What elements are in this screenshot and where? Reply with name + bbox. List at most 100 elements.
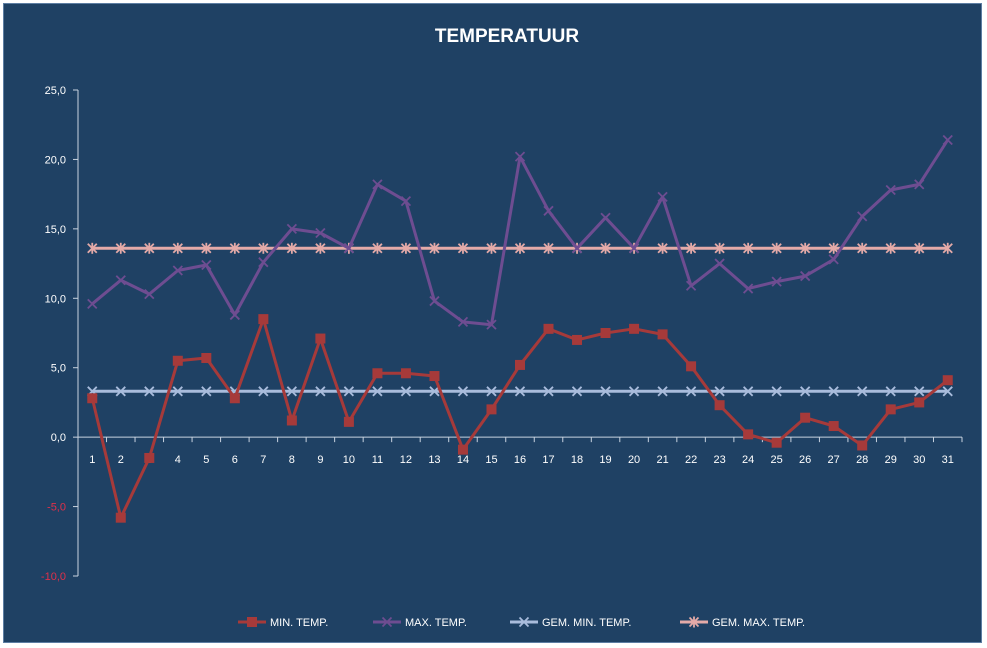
data-point (400, 386, 412, 397)
marker-stroke (514, 151, 526, 162)
marker-stroke (400, 386, 412, 397)
marker-stroke (628, 386, 640, 397)
y-tick-label: -5,0 (47, 502, 66, 514)
data-point (515, 359, 525, 370)
marker-stroke (429, 295, 440, 307)
legend-item: GEM. MAX. TEMP. (680, 616, 805, 629)
data-point (600, 328, 611, 338)
data-point (258, 242, 269, 254)
data-point (315, 386, 326, 397)
marker-stroke (942, 386, 953, 397)
marker-stroke (543, 386, 554, 397)
data-point (571, 243, 583, 254)
marker-stroke (885, 386, 896, 397)
x-tick-label: 13 (428, 454, 440, 466)
y-tick-label: 20,0 (45, 154, 66, 166)
data-point (543, 323, 554, 334)
marker-stroke (942, 134, 953, 146)
marker-stroke (258, 257, 269, 268)
y-tick-label: 5,0 (51, 363, 66, 375)
data-point (172, 355, 183, 366)
marker-stroke (628, 243, 640, 254)
marker-stroke (400, 195, 412, 207)
data-point (857, 211, 868, 222)
data-point (942, 375, 953, 386)
marker-stroke (685, 280, 697, 291)
x-tick-label: 26 (799, 454, 811, 466)
data-point (628, 243, 640, 254)
x-tick-label: 4 (175, 454, 181, 466)
data-point (800, 242, 811, 254)
data-point (828, 242, 839, 254)
marker-stroke (771, 276, 782, 287)
marker-stroke (914, 179, 925, 190)
x-tick-label: 14 (457, 454, 469, 466)
data-point (457, 242, 469, 254)
data-point (201, 386, 212, 397)
data-point (572, 334, 583, 345)
data-point (885, 242, 896, 254)
data-point (144, 288, 155, 300)
data-point (828, 421, 839, 432)
data-point (800, 386, 811, 397)
data-point (714, 258, 725, 269)
data-point (315, 333, 326, 344)
data-point (518, 616, 530, 628)
data-point (457, 444, 468, 455)
marker-stroke (201, 259, 212, 271)
chart-legend: MIN. TEMP. MAX. TEMP. GEM. MIN. TEMP. GEM. … (238, 616, 805, 629)
marker-stroke (457, 316, 469, 328)
data-point (828, 254, 839, 265)
data-point (942, 134, 953, 146)
data-point (372, 242, 383, 254)
x-tick-label: 30 (913, 454, 925, 466)
marker-stroke (286, 223, 298, 234)
marker-stroke (87, 298, 98, 309)
x-tick-label: 23 (713, 454, 725, 466)
x-tick-label: 6 (232, 454, 238, 466)
marker-stroke (885, 184, 896, 196)
data-point (286, 223, 298, 234)
legend-label: GEM. MIN. TEMP. (542, 617, 631, 629)
data-point (315, 242, 326, 254)
data-point (343, 243, 355, 254)
data-point (742, 386, 754, 397)
x-tick-label: 25 (771, 454, 783, 466)
data-point (686, 361, 697, 372)
data-point (657, 242, 668, 254)
legend-label: MAX. TEMP. (405, 617, 467, 629)
data-point (714, 400, 725, 411)
data-point (400, 195, 412, 207)
marker-stroke (600, 212, 611, 223)
marker-stroke (144, 386, 155, 397)
data-point (115, 512, 126, 523)
marker-stroke (343, 243, 355, 254)
legend-item: MAX. TEMP. (373, 616, 467, 629)
legend-item: GEM. MIN. TEMP. (510, 616, 631, 629)
data-point (229, 309, 240, 321)
x-tick-label: 31 (942, 454, 954, 466)
data-point (486, 386, 497, 397)
chart-series (87, 134, 953, 523)
data-point (742, 283, 754, 294)
marker-stroke (685, 386, 697, 397)
data-point (372, 179, 383, 190)
marker-stroke (115, 275, 126, 286)
series-line (90, 317, 949, 520)
data-point (144, 386, 155, 397)
marker-stroke (429, 386, 440, 397)
data-point (457, 316, 469, 328)
x-tick-label: 8 (289, 454, 295, 466)
data-point (381, 616, 393, 628)
marker-stroke (828, 386, 839, 397)
x-tick-label: 10 (343, 454, 355, 466)
marker-stroke (543, 205, 554, 216)
marker-stroke (771, 386, 782, 397)
marker-stroke (571, 386, 583, 397)
data-point (315, 227, 326, 239)
x-tick-label: 27 (828, 454, 840, 466)
marker-stroke (800, 270, 811, 282)
data-point (885, 386, 896, 397)
series-line (91, 139, 949, 327)
